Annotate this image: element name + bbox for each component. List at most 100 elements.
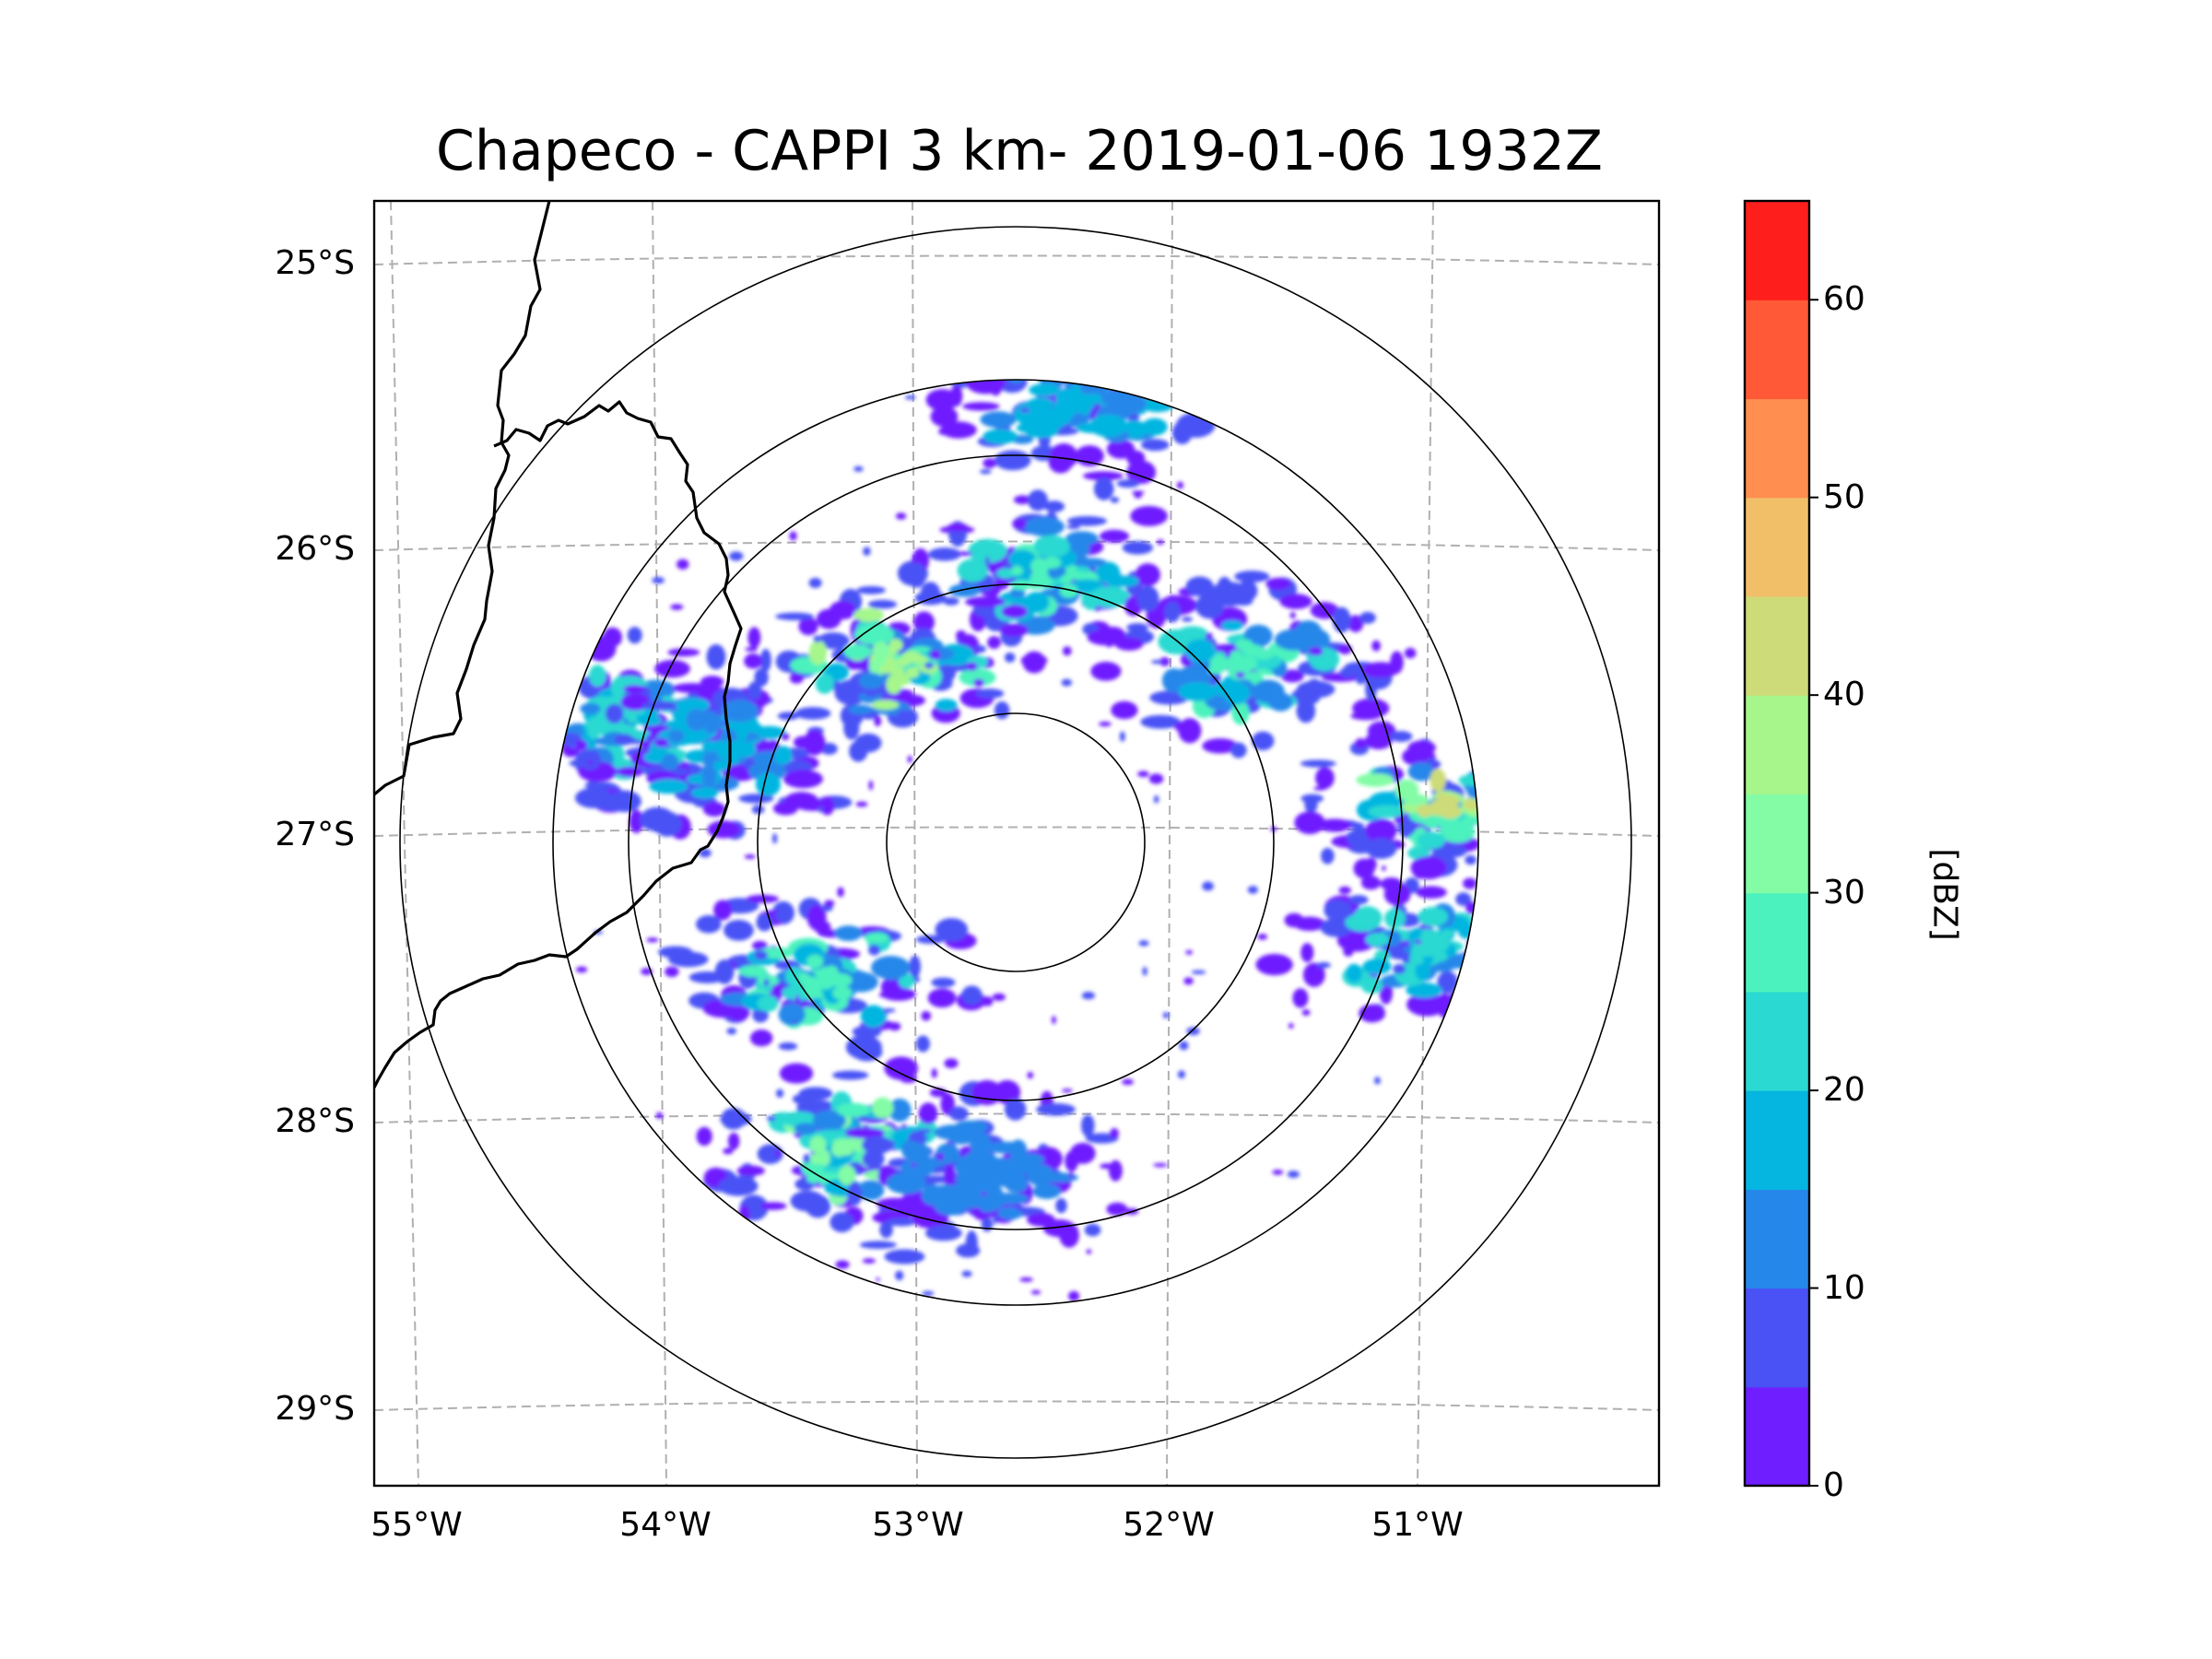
echo-pixel <box>1001 605 1029 619</box>
echo-pixel <box>1013 495 1031 505</box>
echo-pixel <box>935 918 969 942</box>
echo-pixel <box>775 612 815 621</box>
echo-pixel <box>1059 583 1078 598</box>
colorbar-tick-label: 60 <box>1823 280 1865 319</box>
echo-pixel <box>652 576 665 584</box>
echo-pixel <box>1302 962 1325 987</box>
echo-pixel <box>1465 854 1477 865</box>
echo-pixel <box>1024 516 1065 537</box>
echo-pixel <box>848 704 874 715</box>
echo-pixel <box>1059 1222 1079 1248</box>
echo-pixel <box>927 988 957 1008</box>
colorbar-band-10 <box>1745 398 1809 499</box>
echo-pixel <box>859 1241 897 1249</box>
echo-pixel <box>1406 992 1447 1017</box>
range-ring-100km <box>757 583 1275 1101</box>
echo-pixel <box>1178 718 1202 744</box>
echo-pixel <box>832 1070 869 1080</box>
echo-pixel <box>1296 699 1316 724</box>
echo-pixel <box>1301 1009 1311 1017</box>
echo-pixel <box>1310 602 1339 619</box>
lat-label-27s: 27°S <box>275 816 355 853</box>
echo-pixel <box>1136 585 1159 612</box>
echo-pixel <box>987 636 1001 649</box>
echo-pixel <box>996 568 1016 579</box>
echo-pixel <box>747 627 761 649</box>
echo-pixel <box>627 627 642 644</box>
echo-pixel <box>1010 565 1023 576</box>
lon-label-53w: 53°W <box>872 1506 964 1544</box>
echo-pixel <box>1103 628 1115 648</box>
echo-pixel <box>969 1207 982 1216</box>
echo-pixel <box>966 1166 986 1181</box>
echo-pixel <box>1257 934 1268 940</box>
echo-pixel <box>701 740 720 752</box>
echo-pixel <box>636 715 663 726</box>
echo-pixel <box>1086 1249 1092 1254</box>
echo-pixel <box>948 1106 969 1122</box>
echo-pixel <box>798 617 818 636</box>
echo-pixel <box>1039 1172 1079 1182</box>
echo-pixel <box>1019 1277 1033 1282</box>
echo-pixel <box>702 801 726 817</box>
echo-pixel <box>1084 1223 1101 1237</box>
echo-pixel <box>744 854 756 860</box>
echo-pixel <box>930 650 941 661</box>
echo-pixel <box>901 1142 931 1161</box>
echo-pixel <box>1106 567 1122 590</box>
echo-pixel <box>834 925 863 941</box>
echo-pixel <box>691 732 709 742</box>
colorbar-band-7 <box>1745 695 1809 794</box>
meridian-52w <box>1166 201 1173 1486</box>
echo-pixel <box>806 904 827 931</box>
echo-pixel <box>1437 794 1460 808</box>
echo-pixel <box>1316 961 1331 969</box>
echo-pixel <box>752 1007 769 1023</box>
echo-pixel <box>1099 529 1130 543</box>
echo-pixel <box>1110 1127 1119 1139</box>
echo-pixel <box>805 1194 831 1218</box>
echo-pixel <box>1142 966 1147 976</box>
echo-pixel <box>1042 577 1053 585</box>
echo-pixel <box>1043 500 1065 512</box>
border-north-east <box>374 400 743 1088</box>
echo-pixel <box>1202 738 1239 754</box>
colorbar-band-2 <box>1745 1189 1809 1289</box>
echo-pixel <box>853 607 885 622</box>
echo-pixel <box>1032 1183 1061 1199</box>
echo-pixel <box>1089 586 1130 608</box>
echo-pixel <box>1353 906 1382 931</box>
echo-pixel <box>907 562 926 588</box>
echo-pixel <box>772 833 778 844</box>
echo-pixel <box>1093 477 1114 500</box>
echo-pixel <box>1122 1078 1134 1086</box>
echo-pixel <box>973 678 985 688</box>
echo-pixel <box>789 531 797 541</box>
echo-pixel <box>1431 763 1438 769</box>
echo-pixel <box>751 805 765 815</box>
echo-pixel <box>911 1162 917 1167</box>
echo-pixel <box>981 996 994 1006</box>
echo-pixel <box>830 1212 854 1233</box>
echo-pixel <box>1337 643 1352 654</box>
colorbar-tick-label: 30 <box>1823 873 1865 912</box>
echo-pixel <box>614 734 634 746</box>
echo-pixel <box>706 644 726 670</box>
echo-pixel <box>980 411 1017 429</box>
echo-pixel <box>803 730 826 756</box>
echo-pixel <box>1294 811 1325 835</box>
echo-pixel <box>1289 612 1296 619</box>
echo-pixel <box>1106 439 1135 459</box>
echo-pixel <box>884 1249 925 1265</box>
echo-pixel <box>752 725 786 740</box>
echo-pixel <box>1116 479 1140 488</box>
echo-pixel <box>863 547 871 557</box>
echo-pixel <box>667 648 700 657</box>
echo-pixel <box>1185 576 1214 596</box>
echo-pixel <box>818 806 824 813</box>
echo-pixel <box>1407 846 1430 860</box>
echo-pixel <box>660 666 666 672</box>
echo-pixel <box>1284 912 1304 928</box>
colorbar-tick-label: 0 <box>1823 1466 1844 1504</box>
echo-pixel <box>587 722 601 740</box>
